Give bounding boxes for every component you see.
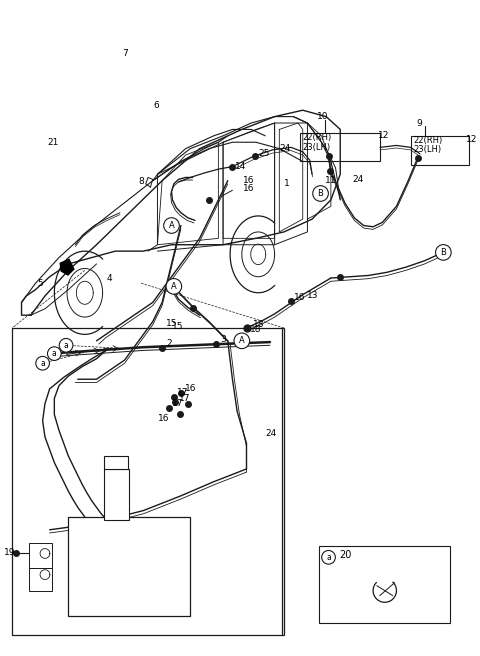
Bar xyxy=(28,543,52,568)
Bar xyxy=(319,546,450,623)
Text: 16: 16 xyxy=(185,384,196,394)
Circle shape xyxy=(435,245,451,260)
Polygon shape xyxy=(60,259,74,275)
Text: A: A xyxy=(168,221,174,230)
Circle shape xyxy=(36,356,49,370)
Text: 4: 4 xyxy=(107,274,112,283)
Text: a: a xyxy=(40,359,45,368)
Text: 17: 17 xyxy=(177,388,189,397)
Text: 16: 16 xyxy=(157,415,169,424)
Bar xyxy=(68,517,190,616)
Text: 17: 17 xyxy=(172,399,184,408)
Circle shape xyxy=(234,333,250,348)
Bar xyxy=(104,456,129,469)
Text: 21: 21 xyxy=(48,138,59,147)
Text: A: A xyxy=(239,337,245,345)
Text: 18: 18 xyxy=(250,325,261,335)
Text: 14: 14 xyxy=(235,162,247,171)
Text: 2: 2 xyxy=(166,339,171,348)
Text: 13: 13 xyxy=(307,291,319,300)
Circle shape xyxy=(164,218,180,234)
Text: A: A xyxy=(171,282,177,291)
Bar xyxy=(12,328,284,636)
Circle shape xyxy=(313,186,328,201)
Text: 1: 1 xyxy=(284,178,290,188)
Circle shape xyxy=(166,279,181,294)
Text: 19: 19 xyxy=(4,548,15,557)
Text: 23(LH): 23(LH) xyxy=(303,143,331,152)
Text: 6: 6 xyxy=(154,100,159,110)
Circle shape xyxy=(48,347,61,360)
Text: 5: 5 xyxy=(37,279,43,288)
Circle shape xyxy=(59,338,73,352)
Text: a: a xyxy=(326,553,331,562)
Text: a: a xyxy=(52,349,57,358)
Bar xyxy=(410,136,469,165)
Text: 24: 24 xyxy=(279,144,290,153)
Circle shape xyxy=(322,550,336,564)
Text: 22(RH): 22(RH) xyxy=(413,136,442,145)
Text: 9: 9 xyxy=(416,119,422,127)
Bar xyxy=(28,568,52,590)
Text: 12: 12 xyxy=(466,134,477,144)
Text: 16: 16 xyxy=(243,184,254,194)
Text: 18: 18 xyxy=(253,320,264,329)
Text: 11: 11 xyxy=(325,176,337,185)
Bar xyxy=(300,133,380,161)
Text: 15: 15 xyxy=(166,319,178,328)
Text: 20: 20 xyxy=(339,550,352,560)
Text: 22(RH): 22(RH) xyxy=(303,133,332,142)
Text: 25: 25 xyxy=(258,150,270,158)
Text: 3: 3 xyxy=(220,335,226,344)
Text: 17: 17 xyxy=(179,394,190,403)
Text: B: B xyxy=(318,189,324,198)
Text: 7: 7 xyxy=(122,49,128,58)
Bar xyxy=(104,469,129,520)
Text: a: a xyxy=(64,341,69,350)
Text: 8: 8 xyxy=(139,178,144,186)
Text: B: B xyxy=(441,248,446,257)
Text: 15: 15 xyxy=(171,321,183,331)
Text: 23(LH): 23(LH) xyxy=(413,146,441,154)
Text: 16: 16 xyxy=(243,176,254,185)
Text: 12: 12 xyxy=(378,131,389,140)
Text: 10: 10 xyxy=(317,112,328,121)
Text: 24: 24 xyxy=(265,429,276,438)
Text: 24: 24 xyxy=(352,175,363,184)
Text: 16: 16 xyxy=(294,293,306,302)
